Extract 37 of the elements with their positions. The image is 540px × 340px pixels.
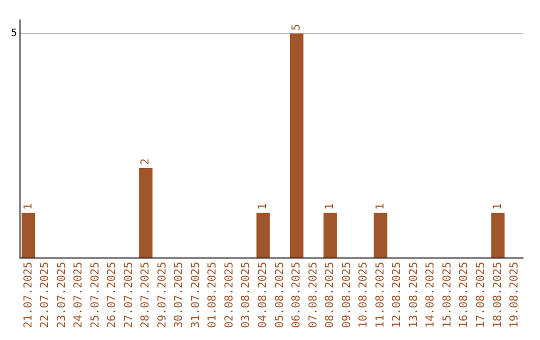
data-label: 1	[256, 203, 270, 210]
x-tick-label: 25.07.2025	[88, 262, 102, 328]
x-tick-label: 12.08.2025	[390, 262, 404, 328]
x-tick-label: 02.08.2025	[222, 262, 236, 328]
x-tick-label: 10.08.2025	[356, 262, 370, 328]
x-tick-label: 21.07.2025	[21, 262, 34, 328]
x-tick-label: 05.08.2025	[272, 262, 286, 328]
x-tick-label: 19.08.2025	[508, 262, 521, 328]
x-tick-label: 26.07.2025	[105, 262, 118, 328]
data-label: 1	[323, 203, 336, 210]
x-tick-label: 16.08.2025	[457, 262, 470, 328]
x-tick-label: 24.07.2025	[72, 262, 85, 328]
x-tick-label: 18.08.2025	[490, 262, 504, 328]
x-tick-label: 22.07.2025	[38, 262, 52, 328]
x-tick-label: 29.07.2025	[155, 262, 168, 328]
x-tick-label: 07.08.2025	[306, 262, 320, 328]
x-tick-label: 15.08.2025	[440, 262, 454, 328]
data-label: 1	[490, 203, 504, 210]
x-tick-label: 09.08.2025	[340, 262, 353, 328]
x-tick-label: 11.08.2025	[373, 262, 386, 328]
x-tick-label: 27.07.2025	[122, 262, 135, 328]
data-label: 1	[21, 203, 34, 210]
x-tick-label: 04.08.2025	[256, 262, 270, 328]
data-label: 1	[373, 203, 386, 210]
x-tick-label: 14.08.2025	[424, 262, 437, 328]
x-tick-label: 23.07.2025	[54, 262, 68, 328]
data-label: 5	[290, 24, 303, 30]
x-tick-label: 01.08.2025	[206, 262, 219, 328]
x-tick-label: 03.08.2025	[239, 262, 252, 328]
x-tick-label: 17.08.2025	[474, 262, 487, 328]
x-tick-label: 31.07.2025	[188, 262, 202, 328]
x-tick-label: 08.08.2025	[323, 262, 336, 328]
data-label: 2	[138, 158, 152, 166]
x-tick-label: 13.08.2025	[406, 262, 420, 328]
x-tick-label: 28.07.2025	[138, 262, 152, 328]
x-tick-label: 06.08.2025	[290, 262, 303, 328]
x-tick-label: 30.07.2025	[172, 262, 186, 328]
